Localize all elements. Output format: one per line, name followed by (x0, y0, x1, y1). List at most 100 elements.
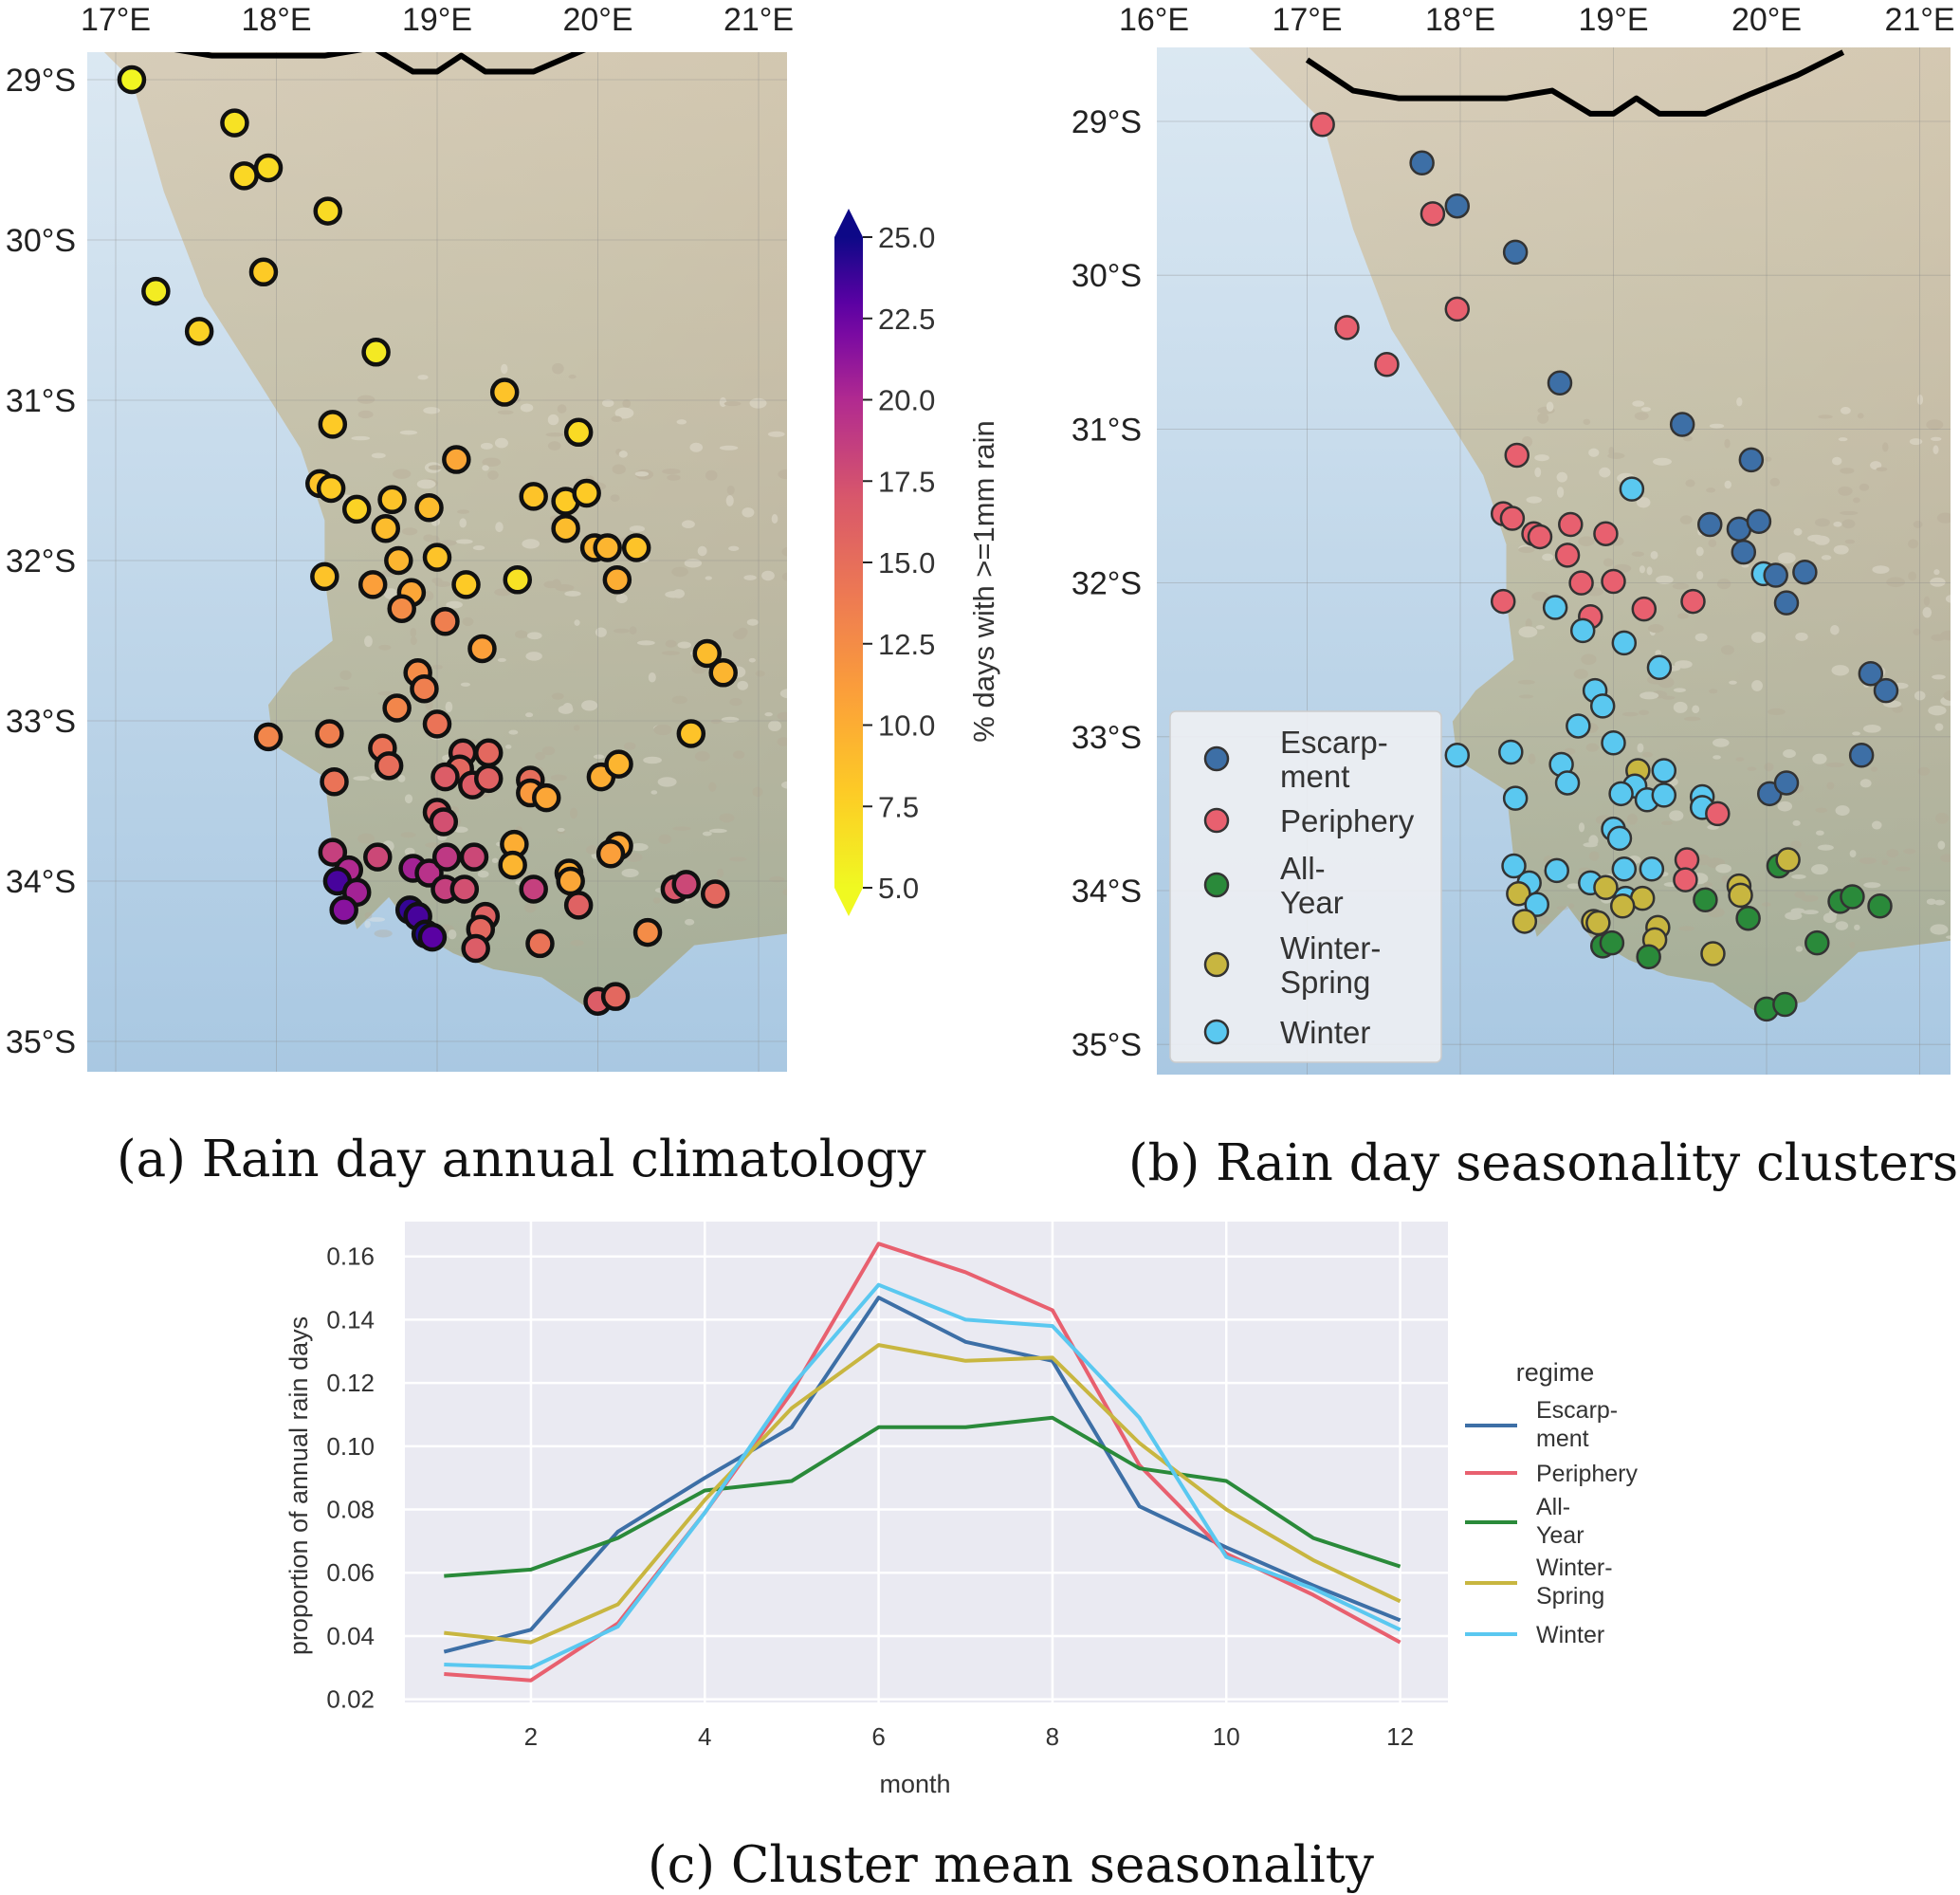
station-marker (320, 766, 349, 797)
cluster-station-marker (1593, 874, 1619, 901)
relief-blob (638, 469, 650, 478)
station-marker (374, 751, 404, 781)
relief-blob (460, 682, 470, 687)
relief-blob (648, 672, 656, 683)
relief-blob (705, 469, 718, 481)
relief-blob (526, 632, 542, 640)
relief-blob (1840, 406, 1851, 414)
cluster-station-marker (1619, 476, 1645, 502)
relief-blob (724, 401, 742, 407)
relief-blob (1792, 819, 1801, 826)
colorbar-max-extend (834, 209, 863, 237)
relief-blob (1840, 510, 1859, 516)
relief-blob (719, 813, 735, 823)
colorbar-tick-label: 10.0 (878, 709, 935, 743)
relief-blob (568, 374, 577, 379)
relief-blob (1914, 690, 1926, 701)
relief-blob (676, 419, 687, 425)
cluster-station-marker (1554, 543, 1581, 568)
cluster-station-marker (1608, 781, 1634, 807)
relief-blob (1923, 596, 1931, 606)
relief-blob (1706, 488, 1716, 493)
lat-tick-label: 29°S (1072, 104, 1142, 140)
relief-blob (748, 657, 756, 663)
cluster-station-marker (1374, 352, 1400, 377)
station-marker (563, 891, 594, 920)
relief-blob (459, 518, 467, 528)
relief-blob (1583, 842, 1598, 848)
cluster-station-marker (1651, 758, 1677, 783)
cluster-station-marker (1773, 770, 1800, 796)
lon-tick-label: 19°E (402, 2, 472, 38)
relief-blob (786, 885, 787, 890)
lat-tick-label: 32°S (1072, 566, 1142, 602)
relief-blob (1859, 779, 1872, 788)
relief-blob (557, 827, 565, 832)
cluster-station-marker (1568, 570, 1594, 596)
relief-blob (1881, 859, 1889, 866)
caption-b: (b) Rain day seasonality clusters (1128, 1134, 1959, 1192)
relief-blob (1870, 461, 1882, 470)
relief-blob (1943, 690, 1951, 701)
relief-blob (1793, 527, 1803, 536)
relief-blob (1872, 565, 1890, 574)
station-marker (253, 722, 284, 752)
cluster-station-marker (1547, 370, 1573, 396)
cluster-station-marker (1444, 296, 1471, 322)
cluster-station-marker (1738, 447, 1765, 473)
relief-blob (1821, 555, 1832, 561)
relief-blob (671, 695, 687, 705)
station-marker (229, 161, 259, 191)
relief-blob (1931, 634, 1946, 642)
relief-blob (1802, 910, 1819, 915)
relief-blob (610, 494, 620, 502)
relief-blob (1695, 854, 1711, 866)
station-marker (532, 782, 561, 813)
relief-blob (769, 876, 785, 883)
relief-blob (1817, 844, 1834, 851)
relief-blob (719, 445, 739, 451)
cluster-station-marker (1554, 770, 1581, 796)
relief-blob (1795, 632, 1808, 641)
relief-blob (1934, 723, 1944, 731)
station-marker (525, 929, 555, 959)
y-tick-label: 0.04 (326, 1622, 375, 1650)
station-marker (377, 485, 407, 515)
lat-tick-label: 31°S (6, 383, 76, 419)
cluster-station-marker (1631, 596, 1658, 622)
relief-blob (615, 448, 623, 455)
colorbar-tick-label: 12.5 (878, 628, 935, 661)
relief-blob (448, 929, 457, 940)
cluster-station-marker (1601, 568, 1626, 595)
lon-tick-label: 17°E (81, 2, 151, 38)
relief-blob (570, 939, 584, 947)
relief-blob (550, 774, 567, 782)
cluster-station-marker (1840, 884, 1865, 910)
station-marker (318, 410, 348, 439)
station-marker (431, 842, 462, 872)
relief-blob (1735, 757, 1745, 762)
cluster-station-marker (1651, 782, 1677, 808)
lon-tick-label: 21°E (724, 2, 794, 38)
caption-a: (a) Rain day annual climatology (117, 1131, 926, 1188)
station-marker (342, 494, 372, 524)
relief-blob (430, 535, 440, 545)
cluster-station-marker (1490, 588, 1516, 615)
relief-blob (455, 539, 473, 544)
relief-blob (1679, 515, 1693, 524)
relief-blob (1724, 480, 1732, 489)
relief-blob (1608, 447, 1615, 456)
relief-blob (1534, 454, 1549, 462)
relief-blob (1684, 716, 1701, 722)
relief-blob (1747, 766, 1757, 771)
relief-blob (1777, 800, 1793, 812)
cluster-station-marker (1611, 856, 1638, 882)
relief-blob (1695, 546, 1704, 557)
station-marker (451, 570, 481, 599)
relief-blob (685, 918, 695, 926)
legend-box (1169, 710, 1442, 1063)
relief-blob (1835, 805, 1850, 816)
relief-blob (781, 572, 787, 581)
station-marker (489, 377, 520, 407)
cluster-station-marker (1731, 539, 1757, 565)
